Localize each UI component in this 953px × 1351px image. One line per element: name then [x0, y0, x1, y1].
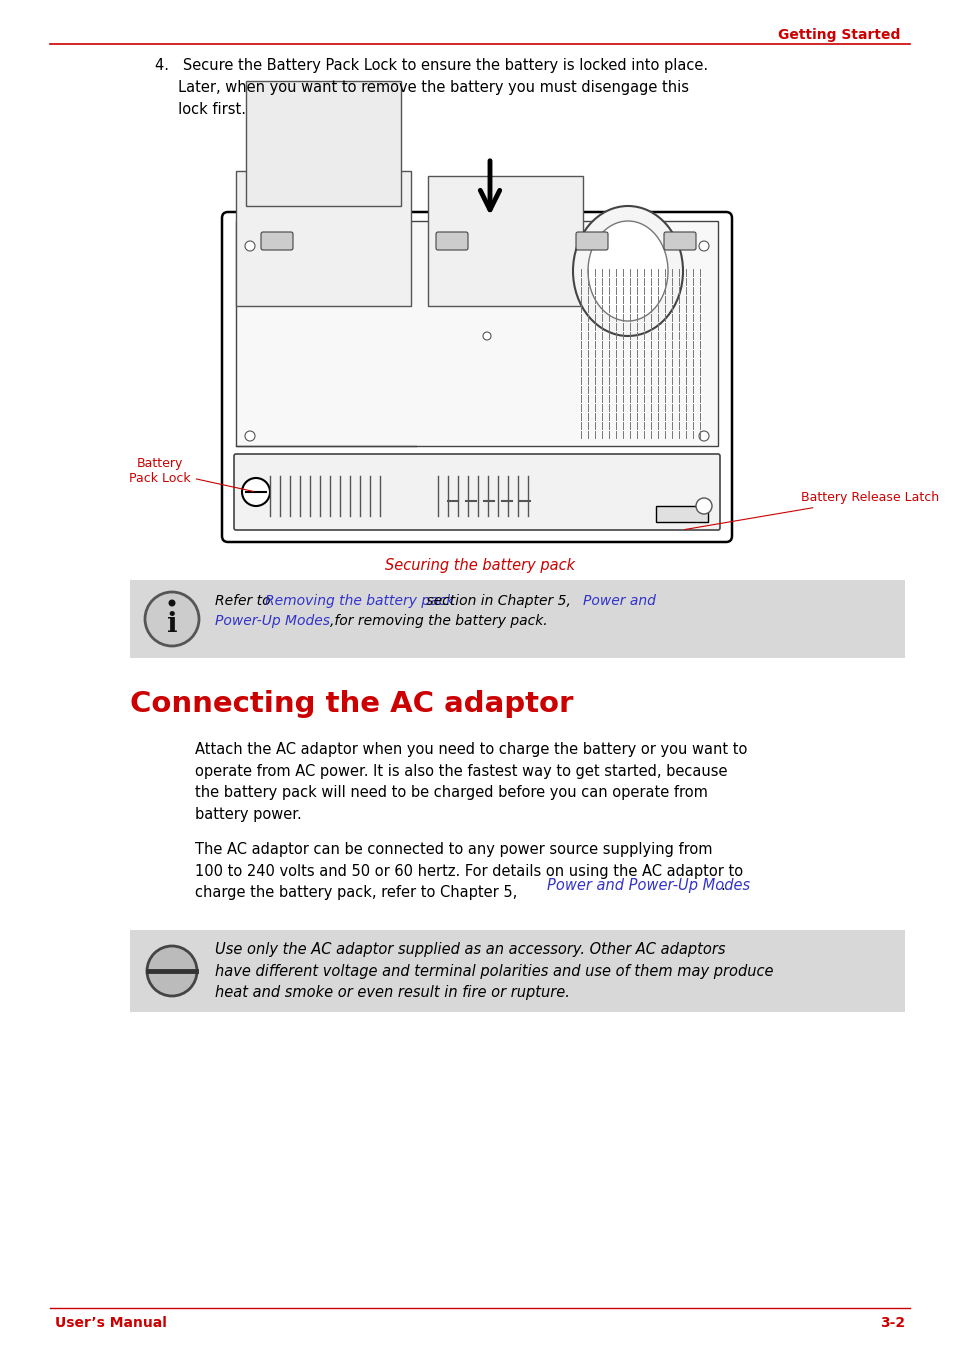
Circle shape — [696, 499, 711, 513]
Ellipse shape — [587, 222, 667, 322]
Bar — [428, 176, 582, 305]
FancyBboxPatch shape — [576, 232, 607, 250]
Text: ,for removing the battery pack.: ,for removing the battery pack. — [330, 613, 547, 628]
FancyBboxPatch shape — [663, 232, 696, 250]
Bar — [130, 580, 904, 658]
Text: Power and: Power and — [582, 594, 655, 608]
Ellipse shape — [573, 205, 682, 336]
Text: section in Chapter 5,: section in Chapter 5, — [421, 594, 575, 608]
Text: User’s Manual: User’s Manual — [55, 1316, 167, 1329]
Text: Power-Up Modes: Power-Up Modes — [214, 613, 330, 628]
FancyBboxPatch shape — [436, 232, 468, 250]
Bar — [130, 929, 904, 1012]
Circle shape — [147, 946, 196, 996]
Text: Refer to: Refer to — [214, 594, 274, 608]
Circle shape — [699, 431, 708, 440]
Circle shape — [245, 240, 254, 251]
FancyBboxPatch shape — [233, 454, 720, 530]
Text: 3-2: 3-2 — [879, 1316, 904, 1329]
Text: Getting Started: Getting Started — [777, 28, 899, 42]
Text: Battery Release Latch: Battery Release Latch — [684, 492, 938, 530]
Circle shape — [145, 592, 199, 646]
Text: .: . — [720, 878, 724, 893]
Text: Battery
Pack Lock: Battery Pack Lock — [129, 457, 253, 492]
Circle shape — [242, 478, 270, 507]
Text: Securing the battery pack: Securing the battery pack — [384, 558, 575, 573]
Text: Power and Power-Up Modes: Power and Power-Up Modes — [546, 878, 749, 893]
Text: i: i — [167, 611, 177, 638]
Text: 4.   Secure the Battery Pack Lock to ensure the battery is locked into place.
  : 4. Secure the Battery Pack Lock to ensur… — [154, 58, 707, 118]
Text: Attach the AC adaptor when you need to charge the battery or you want to
operate: Attach the AC adaptor when you need to c… — [194, 742, 746, 821]
Text: Connecting the AC adaptor: Connecting the AC adaptor — [130, 690, 573, 717]
Text: The AC adaptor can be connected to any power source supplying from
100 to 240 vo: The AC adaptor can be connected to any p… — [194, 842, 742, 900]
Circle shape — [245, 431, 254, 440]
FancyBboxPatch shape — [261, 232, 293, 250]
Bar — [246, 81, 400, 205]
Bar — [235, 172, 411, 305]
FancyBboxPatch shape — [222, 212, 731, 542]
Bar — [235, 222, 718, 446]
Circle shape — [482, 332, 491, 340]
Circle shape — [699, 240, 708, 251]
Circle shape — [169, 600, 175, 607]
Bar — [656, 507, 707, 521]
Text: Removing the battery pack: Removing the battery pack — [265, 594, 454, 608]
Text: Use only the AC adaptor supplied as an accessory. Other AC adaptors
have differe: Use only the AC adaptor supplied as an a… — [214, 942, 773, 1000]
